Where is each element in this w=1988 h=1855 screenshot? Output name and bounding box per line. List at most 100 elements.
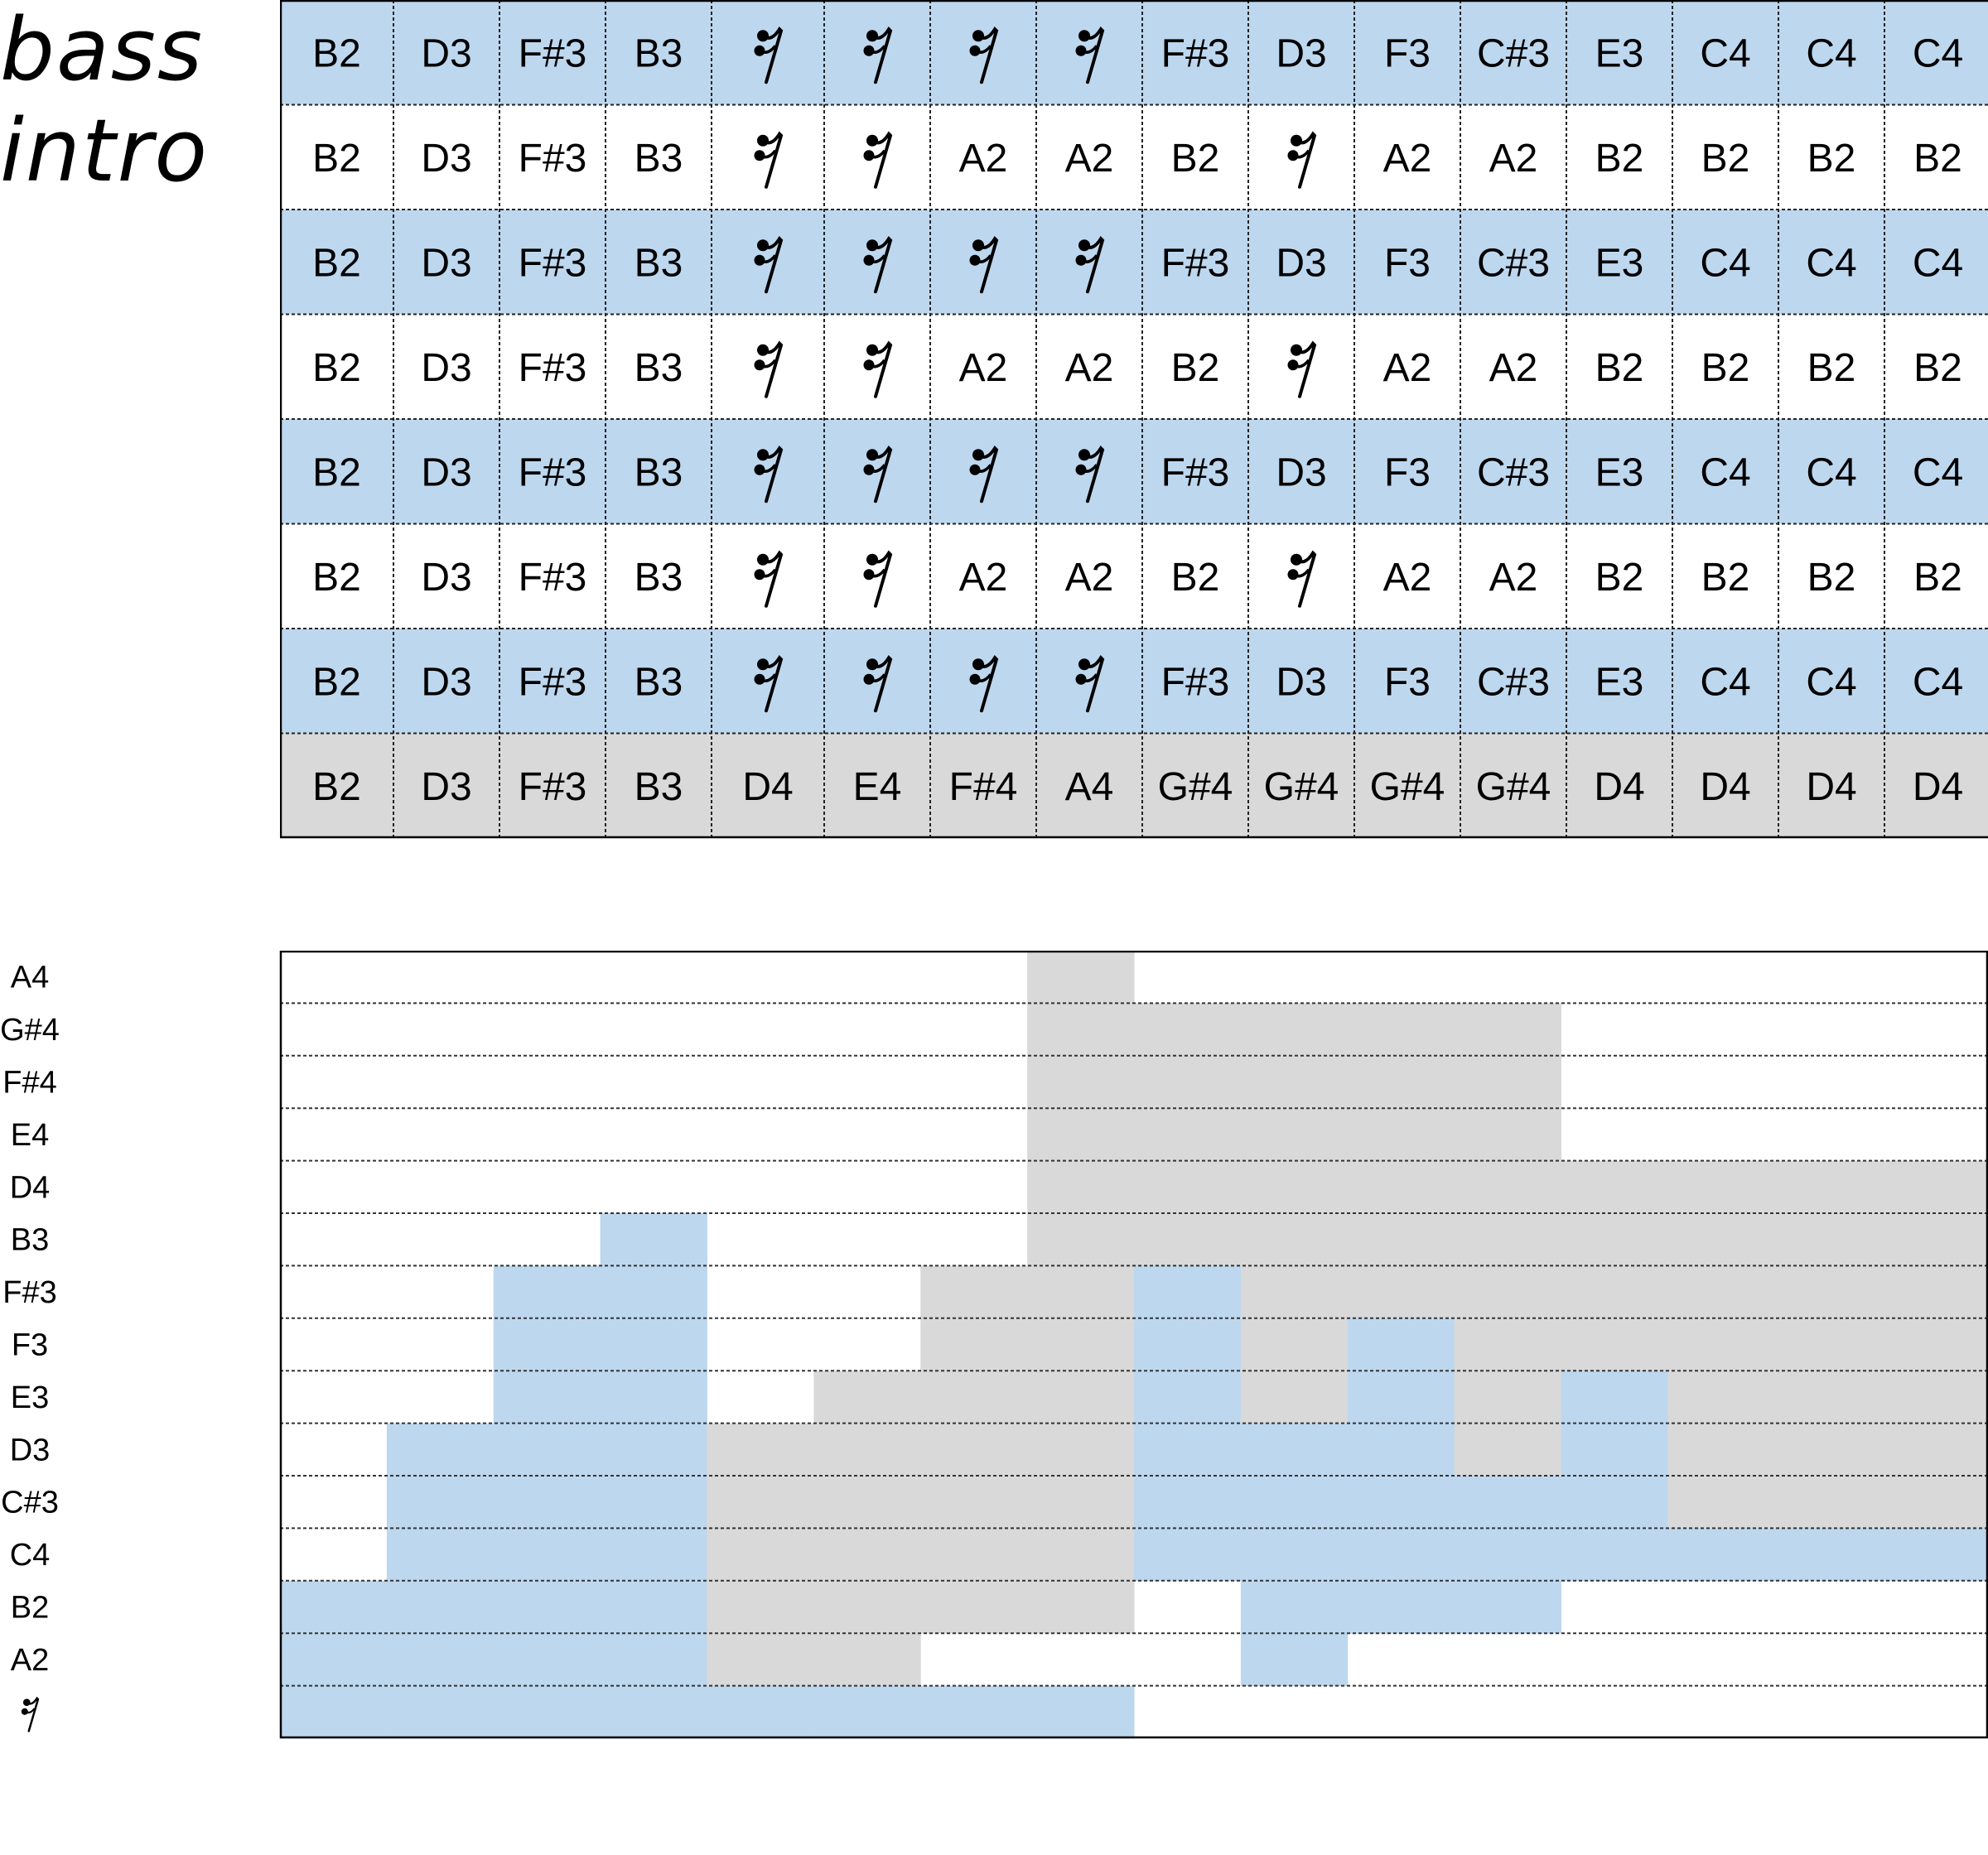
roll-cell-gray bbox=[1881, 1371, 1988, 1424]
note-cell: B3 bbox=[635, 765, 683, 809]
note-cell: B2 bbox=[1913, 556, 1962, 600]
rest-icon: 𝄿 bbox=[1287, 340, 1317, 398]
note-cell: C#3 bbox=[1477, 450, 1550, 494]
roll-cell-gray bbox=[1027, 1003, 1135, 1057]
note-cell: F#3 bbox=[519, 765, 587, 809]
roll-cell-blue bbox=[1347, 1371, 1455, 1424]
note-cell: A2 bbox=[959, 346, 1008, 390]
rest-icon: 𝄿 bbox=[969, 236, 999, 294]
note-cell: A2 bbox=[1065, 346, 1114, 390]
rest-icon: 𝄿 bbox=[754, 236, 784, 294]
roll-cell-blue bbox=[493, 1685, 601, 1739]
roll-cell-blue bbox=[493, 1318, 601, 1371]
roll-cell-blue bbox=[280, 1580, 388, 1634]
note-cell: B2 bbox=[1913, 346, 1962, 390]
note-cell: D3 bbox=[1276, 241, 1326, 285]
note-cell: C4 bbox=[1700, 241, 1750, 285]
roll-cell-gray bbox=[1774, 1371, 1882, 1424]
roll-cell-blue bbox=[1240, 1580, 1349, 1634]
pitch-label: F#4 bbox=[2, 1066, 56, 1101]
note-cell: B2 bbox=[1595, 137, 1644, 181]
roll-cell-gray bbox=[1774, 1318, 1882, 1371]
roll-cell-blue bbox=[1240, 1633, 1349, 1687]
rest-icon: 𝄿 bbox=[1287, 550, 1317, 608]
note-cell: C4 bbox=[1913, 660, 1963, 704]
roll-cell-blue bbox=[386, 1633, 495, 1687]
note-grid-row-6 bbox=[280, 523, 1988, 629]
roll-cell-gray bbox=[1027, 1055, 1135, 1109]
roll-cell-blue bbox=[1454, 1476, 1561, 1529]
roll-cell-blue bbox=[493, 1528, 601, 1582]
roll-cell-gray bbox=[1454, 1108, 1561, 1162]
note-cell: B3 bbox=[635, 450, 683, 494]
note-cell: F3 bbox=[1384, 660, 1431, 704]
roll-cell-blue bbox=[1347, 1476, 1455, 1529]
pitch-label: E4 bbox=[11, 1118, 49, 1153]
rest-icon: 𝄿 bbox=[863, 131, 893, 189]
roll-cell-gray bbox=[920, 1371, 1028, 1424]
roll-cell-blue bbox=[600, 1528, 707, 1582]
roll-cell-gray bbox=[1347, 1003, 1455, 1057]
roll-cell-blue bbox=[1134, 1476, 1242, 1529]
roll-cell-blue bbox=[1561, 1528, 1668, 1582]
roll-cell-gray bbox=[1240, 1055, 1349, 1109]
roll-cell-blue bbox=[1240, 1423, 1349, 1477]
note-cell: C4 bbox=[1806, 450, 1856, 494]
note-cell: B3 bbox=[635, 660, 683, 704]
note-cell: B2 bbox=[312, 137, 361, 181]
note-cell: B2 bbox=[1913, 137, 1962, 181]
roll-cell-blue bbox=[600, 1476, 707, 1529]
roll-cell-blue bbox=[386, 1528, 495, 1582]
note-cell: B2 bbox=[312, 346, 361, 390]
roll-cell-gray bbox=[1667, 1423, 1775, 1477]
roll-cell-gray bbox=[1027, 951, 1135, 1004]
rest-icon: 𝄿 bbox=[1075, 236, 1105, 294]
rest-label-icon: 𝄿 bbox=[21, 1696, 40, 1732]
rest-icon: 𝄿 bbox=[863, 236, 893, 294]
rest-icon: 𝄿 bbox=[754, 655, 784, 713]
roll-cell-gray bbox=[1454, 1055, 1561, 1109]
roll-cell-gray bbox=[1667, 1371, 1775, 1424]
note-cell: D3 bbox=[421, 31, 471, 75]
note-cell: G#4 bbox=[1370, 765, 1445, 809]
pitch-label: A4 bbox=[11, 961, 49, 995]
note-cell: E3 bbox=[1595, 31, 1644, 75]
note-cell: D3 bbox=[1276, 450, 1326, 494]
rest-icon: 𝄿 bbox=[754, 26, 784, 84]
roll-cell-gray bbox=[1134, 1055, 1242, 1109]
note-cell: F#3 bbox=[1161, 241, 1230, 285]
roll-cell-gray bbox=[707, 1633, 814, 1687]
note-cell: D3 bbox=[1276, 31, 1326, 75]
roll-cell-gray bbox=[920, 1265, 1028, 1319]
roll-cell-gray bbox=[813, 1580, 921, 1634]
note-cell: D3 bbox=[421, 556, 471, 600]
roll-cell-gray bbox=[920, 1580, 1028, 1634]
note-grid: B2 D3 F#3 B3 𝄿 𝄿 𝄿 𝄿 F#3 D3 F3 C#3 E3 C4 C4 C4 B2 D3 F#3 B3… bbox=[280, 0, 1988, 839]
roll-cell-blue bbox=[1667, 1528, 1775, 1582]
rest-icon: 𝄿 bbox=[1075, 446, 1105, 504]
roll-cell-blue bbox=[813, 1685, 921, 1739]
roll-cell-blue bbox=[600, 1685, 707, 1739]
roll-cell-gray bbox=[1774, 1423, 1882, 1477]
roll-cell-gray bbox=[707, 1528, 814, 1582]
note-cell: E3 bbox=[1595, 241, 1644, 285]
note-cell: A2 bbox=[1383, 346, 1432, 390]
roll-cell-blue bbox=[386, 1423, 495, 1477]
note-cell: B2 bbox=[1701, 137, 1750, 181]
roll-cell-gray bbox=[1027, 1213, 1135, 1266]
pitch-label: B2 bbox=[11, 1591, 49, 1626]
roll-cell-gray bbox=[1027, 1108, 1135, 1162]
roll-cell-blue bbox=[280, 1685, 388, 1739]
note-grid-row-5 bbox=[280, 419, 1988, 524]
note-cell: F3 bbox=[1384, 31, 1431, 75]
note-cell: B2 bbox=[312, 31, 361, 75]
note-cell: A2 bbox=[959, 556, 1008, 600]
roll-cell-blue bbox=[1134, 1371, 1242, 1424]
roll-cell-gray bbox=[920, 1318, 1028, 1371]
roll-cell-gray bbox=[1240, 1265, 1349, 1319]
note-cell: D3 bbox=[1276, 660, 1326, 704]
note-cell: C4 bbox=[1913, 31, 1963, 75]
roll-cell-blue bbox=[493, 1265, 601, 1319]
pitch-label: G#4 bbox=[0, 1013, 60, 1048]
rest-icon: 𝄿 bbox=[1075, 655, 1105, 713]
